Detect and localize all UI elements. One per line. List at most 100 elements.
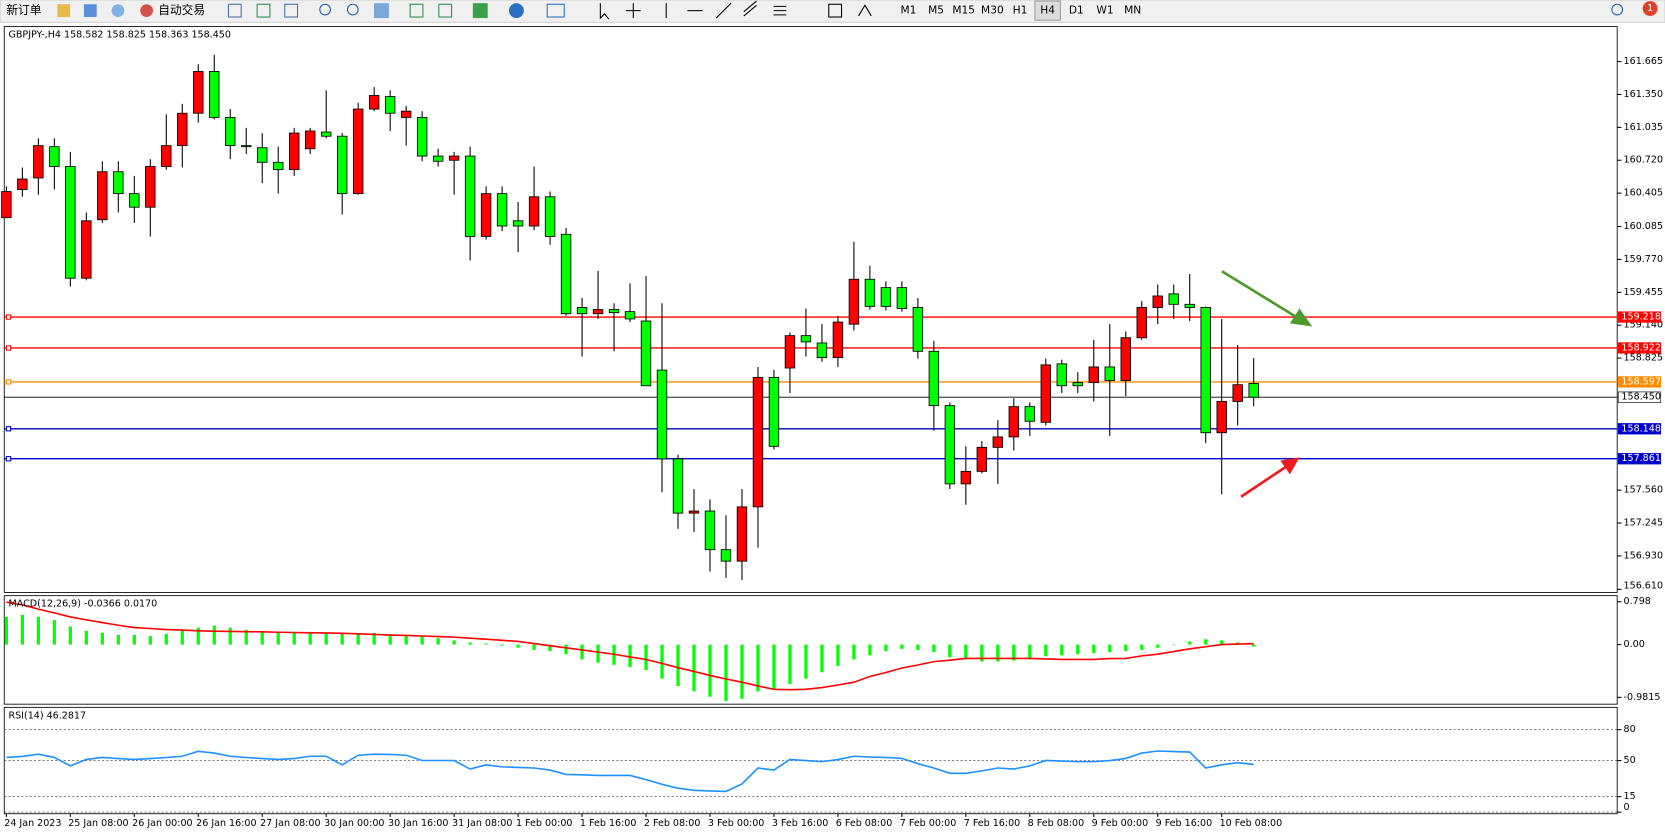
timeframe-button[interactable]: M5: [928, 4, 944, 17]
candle-body: [1200, 307, 1211, 434]
histogram-bar: [52, 620, 56, 645]
icon[interactable]: [57, 4, 71, 18]
notification-badge[interactable]: [1642, 1, 1658, 16]
candle-body: [976, 446, 988, 472]
histogram-bar: [740, 644, 744, 699]
x-tick-label: 24 Jan 2023: [4, 818, 61, 829]
timeframe-button[interactable]: W1: [1096, 4, 1113, 17]
level-handle: [5, 314, 12, 320]
histogram-bar: [932, 644, 936, 653]
zoom-out[interactable]: [346, 3, 359, 16]
x-tick-label: 30 Jan 00:00: [324, 818, 384, 829]
arrow-up: [1240, 465, 1287, 498]
timeframe-button[interactable]: D1: [1069, 4, 1084, 17]
badge-count: 1: [1647, 3, 1653, 14]
candle-body: [464, 155, 476, 237]
x-tick-label: 7 Feb 16:00: [964, 818, 1021, 829]
level-label: 159.218: [1621, 312, 1660, 323]
candle-body: [592, 309, 604, 315]
histogram-bar: [324, 632, 328, 645]
cursor-tool[interactable]: [599, 3, 610, 20]
histogram-bar: [68, 626, 72, 645]
timeframe-button[interactable]: M1: [901, 4, 917, 17]
candle-body: [305, 130, 316, 150]
x-tick-label: 3 Feb 00:00: [708, 818, 765, 829]
timeframe-button[interactable]: MN: [1124, 4, 1141, 17]
timeframe-button[interactable]: H4: [1040, 4, 1055, 17]
histogram-bar: [1172, 644, 1176, 646]
auto-trading-button[interactable]: 自动交易: [158, 3, 205, 17]
panel-title: MACD(12,26,9) -0.0366 0.0170: [9, 599, 158, 610]
icon[interactable]: [284, 3, 299, 18]
trendline-tool[interactable]: [715, 2, 732, 19]
timeframe-button[interactable]: H1: [1013, 4, 1028, 17]
candle-body: [273, 161, 284, 171]
candle-body: [1168, 293, 1179, 305]
candle-body: [1024, 406, 1036, 422]
zoom-in[interactable]: [319, 3, 331, 16]
channel-tool[interactable]: [743, 0, 757, 17]
candle-body: [1184, 303, 1195, 308]
candle-body: [528, 196, 540, 227]
histogram-bar: [420, 636, 424, 645]
histogram-bar: [292, 632, 296, 645]
icon[interactable]: [227, 3, 242, 18]
histogram-bar: [340, 633, 344, 645]
level-label: 158.148: [1621, 423, 1660, 434]
candle-body: [49, 146, 60, 167]
timeframe-button[interactable]: M15: [952, 4, 975, 17]
candle-body: [736, 506, 748, 562]
candle-body: [448, 155, 460, 161]
candle-body: [209, 71, 220, 118]
histogram-bar: [660, 644, 664, 679]
level-label-bg: [1617, 311, 1662, 323]
icon[interactable]: [83, 4, 97, 18]
arrow-tool[interactable]: [858, 4, 872, 17]
y-tick-label: 160.720: [1624, 155, 1663, 166]
y-tick-label: -0.9815: [1624, 692, 1661, 703]
search[interactable]: [1611, 3, 1624, 16]
label-tool[interactable]: [828, 3, 843, 18]
histogram-bar: [1060, 644, 1064, 656]
candle-body: [832, 321, 844, 358]
icon[interactable]: [374, 3, 389, 19]
level-label-bg: [1617, 453, 1662, 465]
x-tick-label: 1 Feb 16:00: [580, 818, 637, 829]
y-tick-label: 161.035: [1624, 122, 1663, 133]
candle-body: [944, 405, 956, 485]
icon[interactable]: [472, 3, 488, 19]
auto-trading-icon[interactable]: [140, 4, 154, 18]
candle-body: [512, 220, 524, 227]
icon[interactable]: [546, 3, 565, 18]
candle-body: [1232, 384, 1243, 402]
candle-body: [656, 369, 668, 460]
icon[interactable]: [111, 4, 125, 18]
histogram-bar: [868, 644, 872, 656]
icon[interactable]: [438, 3, 453, 18]
candle-body: [65, 166, 76, 279]
histogram-bar: [1124, 644, 1128, 651]
histogram-bar: [36, 616, 40, 645]
histogram-bar: [820, 644, 824, 673]
new-order-button[interactable]: 新订单: [6, 3, 41, 17]
icon[interactable]: [508, 3, 524, 19]
histogram-bar: [756, 644, 760, 692]
histogram-bar: [1092, 644, 1096, 654]
crosshair-tool[interactable]: [625, 3, 641, 19]
histogram-bar: [532, 644, 536, 650]
icon[interactable]: [256, 3, 271, 18]
timeframe-button[interactable]: M30: [981, 4, 1004, 17]
candle-body: [896, 287, 908, 309]
candle-body: [336, 135, 348, 195]
candle-body: [33, 145, 44, 179]
panel-title: RSI(14) 46.2817: [9, 710, 87, 721]
candle-body: [17, 178, 28, 190]
candle-body: [672, 458, 684, 514]
y-tick-label: 159.455: [1624, 287, 1663, 298]
candle-body: [193, 71, 204, 114]
fibo-tool[interactable]: [773, 5, 787, 16]
icon[interactable]: [409, 3, 424, 18]
histogram-bar: [996, 644, 1000, 662]
histogram-bar: [100, 632, 104, 645]
